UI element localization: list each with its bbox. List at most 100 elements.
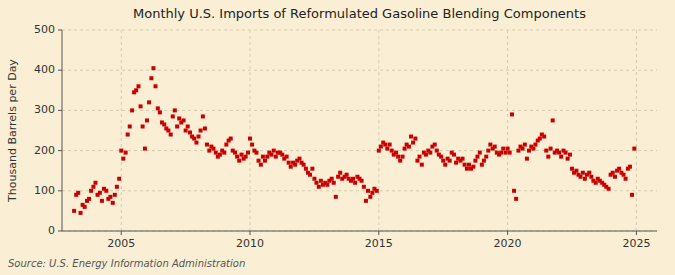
point [364,199,368,203]
point [351,177,355,181]
point [141,124,145,128]
point [289,165,293,169]
point [203,126,207,130]
point [235,155,239,159]
points [72,66,636,215]
point [214,151,218,155]
point [269,153,273,157]
point [115,185,119,189]
tick-label-y: 300 [34,103,55,116]
point [117,177,121,181]
point [222,151,226,155]
point [594,181,598,185]
tick-label-x: 2020 [494,237,522,250]
point [98,191,102,195]
point [443,163,447,167]
point [330,177,334,181]
point [250,143,254,147]
point [499,151,503,155]
point [121,157,125,161]
tick-x [250,231,251,235]
grid-line-x [636,30,637,231]
point [83,205,87,209]
point [154,84,158,88]
tick-x [507,231,508,235]
point [504,151,508,155]
grid-line-y [62,110,657,111]
point [199,129,203,133]
point [246,151,250,155]
point [570,167,574,171]
point [525,157,529,161]
point [111,201,115,205]
point [611,171,615,175]
point [415,159,419,163]
point [379,145,383,149]
point [413,137,417,141]
tick-x [121,231,122,235]
x-axis-line [62,231,657,232]
point [182,118,186,122]
point [104,189,108,193]
point [166,129,170,133]
grid-line-x [507,30,508,231]
point [420,163,424,167]
point [478,151,482,155]
point [272,149,276,153]
point [186,124,190,128]
point [317,185,321,189]
point [401,155,405,159]
point [108,195,112,199]
grid [62,30,657,231]
point [546,155,550,159]
point [325,183,329,187]
point [508,151,512,155]
point [622,173,626,177]
source-note: Source: U.S. Energy Information Administ… [8,258,245,269]
grid-line-y [62,70,657,71]
chart: 010020030040050020052010201520202025Mont… [0,0,675,275]
point [568,153,572,157]
point [345,173,349,177]
point [169,133,173,137]
point [473,159,477,163]
point [624,177,628,181]
axes: 010020030040050020052010201520202025 [34,23,657,250]
point [151,66,155,70]
point [370,191,374,195]
point [224,143,228,147]
point [475,155,479,159]
point [471,165,475,169]
point [632,147,636,151]
point [441,159,445,163]
grid-line-y [62,231,657,232]
point [314,181,318,185]
point [433,143,437,147]
point [274,155,278,159]
point [531,147,535,151]
tick-label-y: 200 [34,144,55,157]
title: Monthly U.S. Imports of Reformulated Gas… [133,6,586,21]
point [192,137,196,141]
point [613,175,617,179]
background [0,0,675,275]
grid-line-x [250,30,251,231]
point [308,173,312,177]
grid-line-y [62,190,657,191]
tick-y [58,190,62,191]
point [113,193,117,197]
grid-line-y [62,30,657,31]
point [188,131,192,135]
point [302,163,306,167]
point [630,193,634,197]
point [523,143,527,147]
point [514,197,518,201]
grid-line-x [121,30,122,231]
point [409,135,413,139]
point [158,110,162,114]
point [147,100,151,104]
point [145,118,149,122]
tick-label-x: 2025 [622,237,650,250]
point [377,149,381,153]
point [551,118,555,122]
